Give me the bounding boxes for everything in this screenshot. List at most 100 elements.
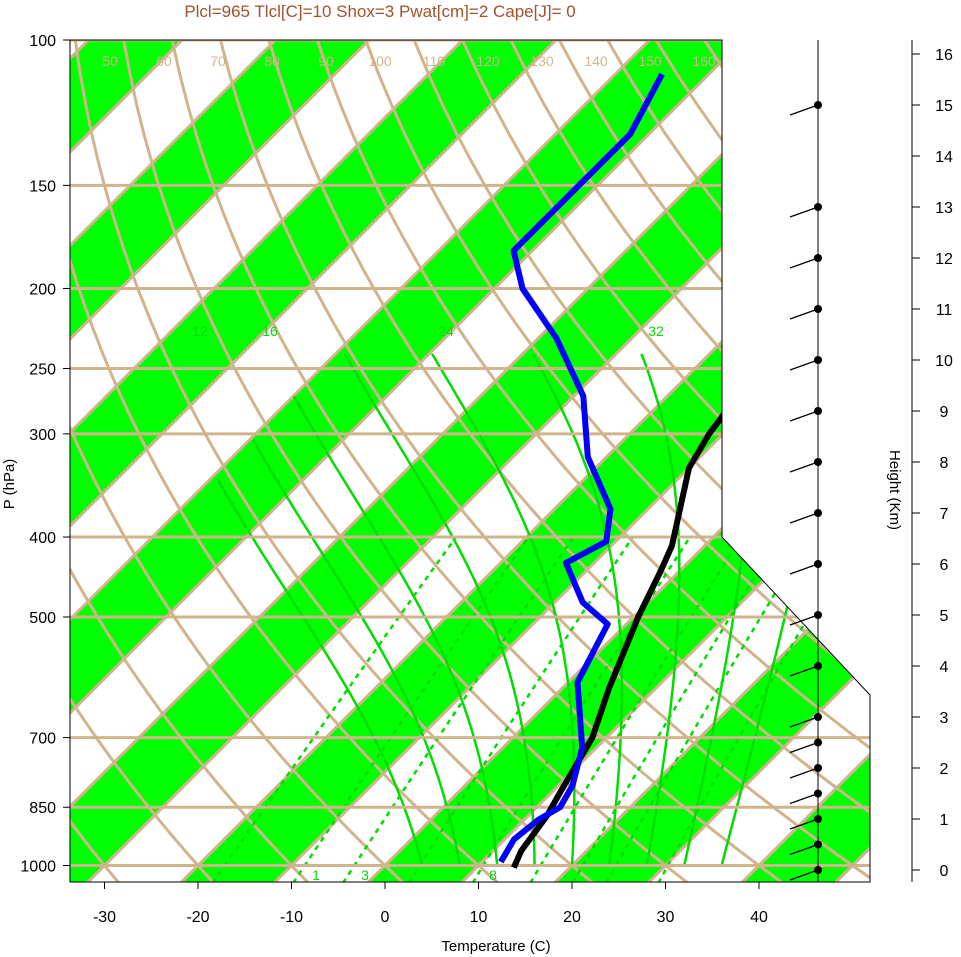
dry-adiabat-label: 20 bbox=[728, 141, 744, 157]
height-tick-label: 10 bbox=[935, 353, 953, 370]
isotherm-label: 70 bbox=[210, 53, 226, 69]
height-tick-label: 5 bbox=[940, 608, 949, 625]
isotherm-label: 100 bbox=[368, 53, 392, 69]
dry-adiabat-line bbox=[70, 40, 215, 882]
dry-adiabat-label: 0 bbox=[732, 263, 740, 279]
wind-barb-shaft bbox=[789, 741, 819, 754]
dry-adiabat-label: -10 bbox=[726, 332, 746, 348]
wind-barb-shaft bbox=[789, 716, 819, 728]
mixing-ratio-line bbox=[605, 536, 811, 882]
dry-adiabat-line bbox=[751, 40, 870, 882]
wind-barb-shaft bbox=[789, 104, 819, 116]
y-axis-label: P (hPa) bbox=[1, 459, 18, 510]
x-axis-label: Temperature (C) bbox=[441, 938, 550, 955]
pressure-axis: 100 150 200 250 300 400 500 700 850 1000 bbox=[20, 33, 70, 876]
isotherm-line bbox=[179, 40, 870, 882]
isotherm-line bbox=[0, 22, 13, 883]
height-tick-label: 9 bbox=[940, 404, 949, 421]
isotherm-line bbox=[272, 40, 870, 882]
wind-barb-shaft bbox=[789, 665, 819, 677]
dry-adiabat-label: -20 bbox=[726, 410, 746, 426]
dry-adiabat-line bbox=[799, 40, 870, 882]
wind-barb-shaft bbox=[789, 512, 819, 524]
wind-barbs bbox=[789, 40, 822, 882]
pressure-tick-label: 100 bbox=[29, 33, 56, 50]
mixing-ratio-label: 3 bbox=[361, 867, 369, 883]
chart-title: Plcl=965 Tlcl[C]=10 Shox=3 Pwat[cm]=2 Ca… bbox=[184, 2, 575, 21]
height-tick-label: 11 bbox=[936, 302, 953, 319]
pressure-tick-label: 700 bbox=[29, 731, 56, 748]
isotherm-band bbox=[180, 40, 870, 882]
dry-adiabat-line bbox=[267, 40, 870, 882]
temperature-tick-label: -10 bbox=[280, 909, 303, 926]
mixing-ratio-line bbox=[529, 536, 743, 882]
temperature-profile bbox=[511, 57, 870, 869]
dry-adiabat-label: -30 bbox=[726, 479, 746, 495]
height-tick-label: 7 bbox=[940, 506, 949, 523]
moist-adiabat-line bbox=[343, 353, 536, 866]
moist-adiabat-line bbox=[640, 353, 681, 866]
dry-adiabat-line bbox=[412, 40, 870, 882]
isotherm-label: 150 bbox=[638, 53, 662, 69]
dewpoint-profile bbox=[498, 72, 665, 864]
height-tick-label: 8 bbox=[940, 455, 949, 472]
dry-adiabat-line bbox=[70, 40, 121, 882]
isotherm-label: 160 bbox=[692, 53, 716, 69]
isotherm-label: 50 bbox=[102, 53, 118, 69]
isotherm-line bbox=[70, 40, 389, 882]
sounding-profiles bbox=[498, 57, 870, 869]
dry-adiabat-line bbox=[898, 40, 961, 883]
wind-barb-shaft bbox=[789, 818, 819, 830]
isotherm-line bbox=[553, 40, 870, 882]
temperature-tick-label: 40 bbox=[750, 909, 768, 926]
wind-barb-shaft bbox=[789, 792, 819, 805]
height-tick-label: 12 bbox=[935, 251, 953, 268]
wind-barb-shaft bbox=[789, 869, 819, 881]
temperature-tick-label: 30 bbox=[657, 909, 675, 926]
temperature-tick-label: 0 bbox=[381, 909, 390, 926]
mixing-ratio-line bbox=[211, 536, 458, 882]
pressure-tick-label: 150 bbox=[29, 178, 56, 195]
mixing-ratio-label: 8 bbox=[489, 867, 497, 883]
isotherm-line bbox=[70, 40, 763, 882]
pressure-tick-label: 500 bbox=[29, 610, 56, 627]
dry-adiabat-line bbox=[70, 40, 500, 882]
height-tick-label: 4 bbox=[940, 659, 949, 676]
dry-adiabat-line bbox=[946, 40, 961, 883]
isotherm-line bbox=[70, 40, 669, 882]
mixing-ratio-lines bbox=[211, 536, 857, 882]
pressure-tick-label: 400 bbox=[29, 530, 56, 547]
moist-adiabat-line bbox=[216, 478, 424, 866]
height-tick-label: 1 bbox=[940, 812, 949, 829]
pressure-tick-label: 850 bbox=[29, 800, 56, 817]
wind-barb-shaft bbox=[789, 843, 819, 856]
mixing-ratio-line bbox=[341, 536, 575, 882]
moist-adiabat-label: 32 bbox=[648, 323, 664, 339]
pressure-tick-label: 200 bbox=[29, 282, 56, 299]
dry-adiabat-line bbox=[170, 40, 784, 882]
moist-adiabat-line bbox=[531, 353, 624, 866]
dry-adiabat-line bbox=[461, 40, 870, 882]
height-tick-label: 15 bbox=[935, 98, 953, 115]
isotherm-label: 130 bbox=[530, 53, 554, 69]
dry-adiabat-line bbox=[315, 40, 870, 882]
height-tick-label: 0 bbox=[940, 863, 949, 880]
isotherm-line bbox=[646, 40, 870, 882]
dry-adiabat-line bbox=[219, 40, 870, 882]
mixing-ratio-line bbox=[571, 536, 781, 882]
plot-frame bbox=[69, 39, 871, 883]
temperature-tick-label: -20 bbox=[186, 909, 209, 926]
wind-barb-shaft bbox=[789, 410, 819, 422]
isotherm-band bbox=[70, 40, 575, 882]
pressure-tick-label: 1000 bbox=[20, 859, 56, 876]
isotherm-label: 110 bbox=[423, 53, 446, 69]
dry-adiabat-label: 10 bbox=[728, 198, 744, 214]
height-tick-label: 2 bbox=[940, 761, 949, 778]
wind-barb-shaft bbox=[789, 206, 819, 218]
moist-adiabat-line bbox=[431, 353, 576, 866]
height-tick-label: 13 bbox=[935, 200, 953, 217]
temperature-tick-label: -30 bbox=[93, 909, 116, 926]
temperature-axis: -30 -20 -10 0 10 20 30 40 bbox=[93, 882, 768, 926]
